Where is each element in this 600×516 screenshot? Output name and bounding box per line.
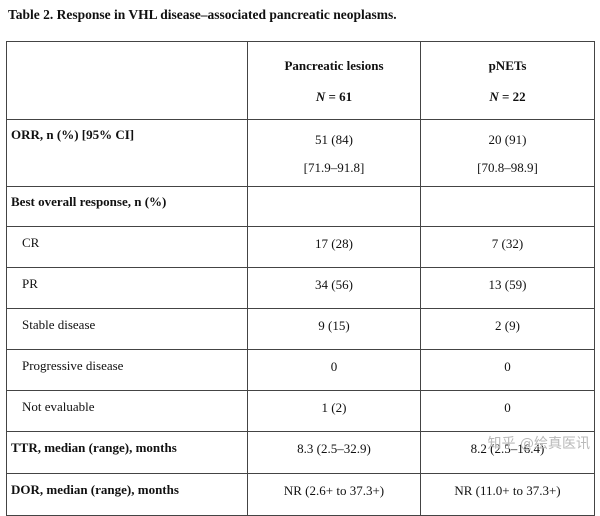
response-col1: 9 (15) xyxy=(247,308,421,350)
response-label: Not evaluable xyxy=(6,390,248,432)
best-response-empty-1 xyxy=(247,186,421,227)
response-col2: 0 xyxy=(420,390,595,432)
watermark: 知乎 @绘真医讯 xyxy=(487,436,590,452)
orr-col2-ci: [70.8–98.9] xyxy=(477,160,538,175)
response-col1: 1 (2) xyxy=(247,390,421,432)
table-row: Not evaluable 1 (2) 0 xyxy=(6,390,595,432)
header-col1-n-value: = 61 xyxy=(328,89,353,104)
header-col2-n: N = 22 xyxy=(421,81,594,112)
header-col2-n-label: N xyxy=(489,89,499,104)
response-label: Progressive disease xyxy=(6,349,248,391)
table-title: Table 2. Response in VHL disease–associa… xyxy=(8,7,397,22)
header-col2-name: pNETs xyxy=(488,58,527,73)
response-col1: 17 (28) xyxy=(247,226,421,268)
ttr-col1: 8.3 (2.5–32.9) xyxy=(247,431,421,474)
dor-col2: NR (11.0+ to 37.3+) xyxy=(420,473,595,516)
table-row: Progressive disease 0 0 xyxy=(6,349,595,391)
header-pnets: pNETs N = 22 xyxy=(420,41,595,120)
orr-col1-ci: [71.9–91.8] xyxy=(303,160,365,175)
response-label: Stable disease xyxy=(6,308,248,350)
best-response-label: Best overall response, n (%) xyxy=(6,186,248,227)
response-col1: 0 xyxy=(247,349,421,391)
orr-col2-value: 20 (91) xyxy=(488,132,527,147)
best-response-row: Best overall response, n (%) xyxy=(6,186,595,227)
response-label: CR xyxy=(6,226,248,268)
header-col2-n-value: = 22 xyxy=(501,89,526,104)
table-row: PR 34 (56) 13 (59) xyxy=(6,267,595,309)
response-label: PR xyxy=(6,267,248,309)
response-col1: 34 (56) xyxy=(247,267,421,309)
orr-label: ORR, n (%) [95% CI] xyxy=(6,119,248,187)
header-col1-n-label: N xyxy=(315,89,326,104)
response-col2: 0 xyxy=(420,349,595,391)
orr-row: ORR, n (%) [95% CI] 51 (84) [71.9–91.8] … xyxy=(6,119,595,187)
table-row: Stable disease 9 (15) 2 (9) xyxy=(6,308,595,350)
best-response-empty-2 xyxy=(420,186,595,227)
header-empty-cell xyxy=(6,41,248,120)
response-col2: 7 (32) xyxy=(420,226,595,268)
dor-label: DOR, median (range), months xyxy=(6,473,248,516)
dor-col1: NR (2.6+ to 37.3+) xyxy=(247,473,421,516)
header-col1-name: Pancreatic lesions xyxy=(284,58,384,73)
ttr-label: TTR, median (range), months xyxy=(6,431,248,474)
response-col2: 2 (9) xyxy=(420,308,595,350)
header-col1-n: N = 61 xyxy=(248,81,420,112)
response-col2: 13 (59) xyxy=(420,267,595,309)
orr-col2-cell: 20 (91) [70.8–98.9] xyxy=(420,119,595,187)
header-row: Pancreatic lesions N = 61 pNETs N = 22 xyxy=(6,41,595,120)
header-pancreatic-lesions: Pancreatic lesions N = 61 xyxy=(247,41,421,120)
table-row: CR 17 (28) 7 (32) xyxy=(6,226,595,268)
orr-col1-cell: 51 (84) [71.9–91.8] xyxy=(247,119,421,187)
orr-col1-value: 51 (84) xyxy=(315,132,353,147)
dor-row: DOR, median (range), months NR (2.6+ to … xyxy=(6,473,595,516)
